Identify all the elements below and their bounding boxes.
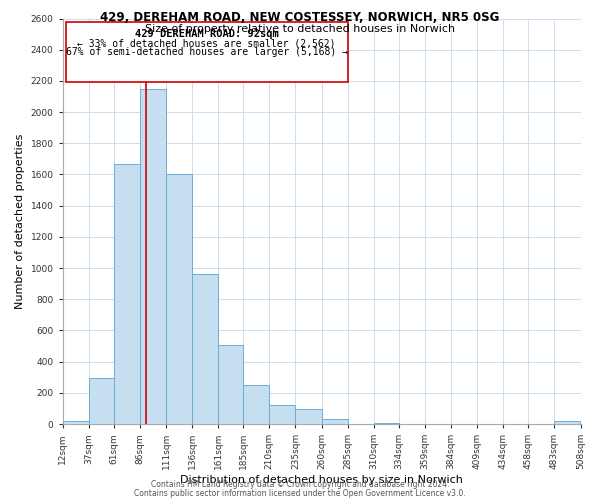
- Bar: [166, 174, 192, 424]
- Bar: [66, 22, 347, 82]
- Bar: [192, 274, 218, 424]
- Bar: [218, 346, 243, 424]
- Text: 429, DEREHAM ROAD, NEW COSTESSEY, NORWICH, NR5 0SG: 429, DEREHAM ROAD, NEW COSTESSEY, NORWIC…: [100, 11, 500, 24]
- Text: Size of property relative to detached houses in Norwich: Size of property relative to detached ho…: [145, 24, 455, 34]
- Bar: [322, 420, 347, 424]
- Text: 429 DEREHAM ROAD: 92sqm: 429 DEREHAM ROAD: 92sqm: [135, 30, 278, 40]
- Text: Contains HM Land Registry data © Crown copyright and database right 2024.: Contains HM Land Registry data © Crown c…: [151, 480, 449, 489]
- Bar: [295, 409, 322, 424]
- Text: Contains public sector information licensed under the Open Government Licence v3: Contains public sector information licen…: [134, 488, 466, 498]
- Text: ← 33% of detached houses are smaller (2,562): ← 33% of detached houses are smaller (2,…: [77, 39, 336, 49]
- Bar: [89, 378, 114, 424]
- Bar: [114, 164, 140, 424]
- Bar: [140, 90, 166, 424]
- Text: 67% of semi-detached houses are larger (5,168) →: 67% of semi-detached houses are larger (…: [65, 46, 347, 56]
- Bar: [62, 421, 89, 424]
- Bar: [269, 406, 295, 424]
- Bar: [243, 385, 269, 424]
- Y-axis label: Number of detached properties: Number of detached properties: [15, 134, 25, 309]
- X-axis label: Distribution of detached houses by size in Norwich: Distribution of detached houses by size …: [180, 475, 463, 485]
- Bar: [554, 421, 580, 424]
